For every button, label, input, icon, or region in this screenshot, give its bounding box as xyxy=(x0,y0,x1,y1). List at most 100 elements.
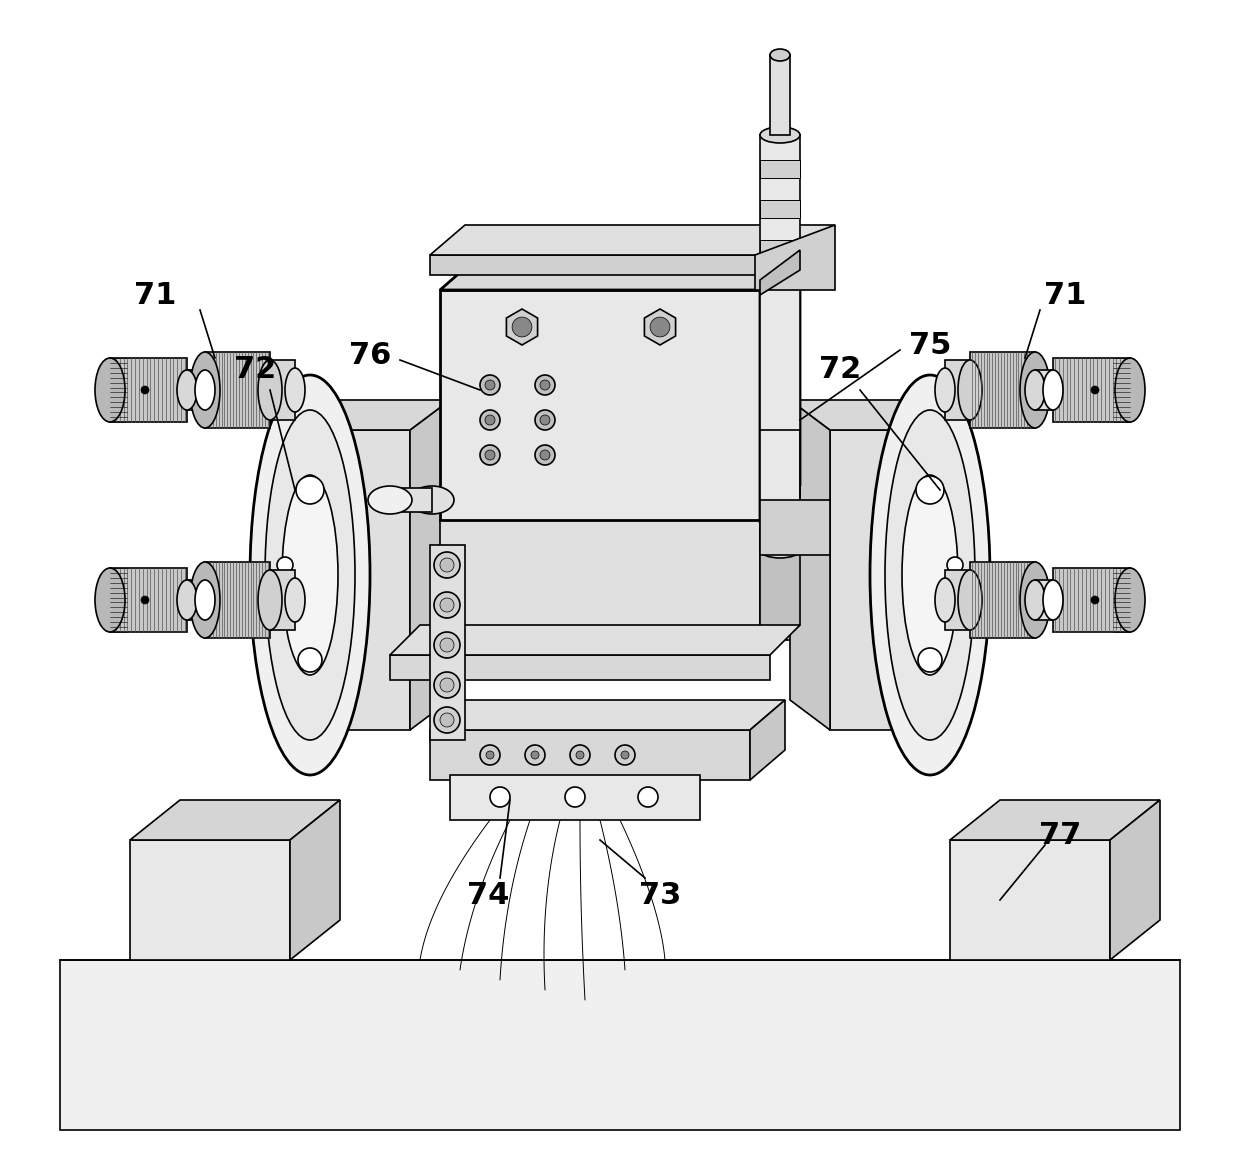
Circle shape xyxy=(440,638,454,652)
Ellipse shape xyxy=(281,475,339,675)
Ellipse shape xyxy=(1115,568,1145,632)
Polygon shape xyxy=(945,360,970,419)
Circle shape xyxy=(296,476,324,504)
Circle shape xyxy=(621,751,629,759)
Circle shape xyxy=(490,787,510,806)
Circle shape xyxy=(539,450,551,460)
Circle shape xyxy=(615,745,635,765)
Polygon shape xyxy=(391,625,800,655)
Ellipse shape xyxy=(195,580,215,621)
Circle shape xyxy=(531,751,539,759)
Polygon shape xyxy=(760,241,800,258)
Circle shape xyxy=(434,632,460,658)
Polygon shape xyxy=(830,430,950,730)
Circle shape xyxy=(486,751,494,759)
Polygon shape xyxy=(450,775,701,820)
Circle shape xyxy=(298,648,322,672)
Polygon shape xyxy=(440,254,800,290)
Circle shape xyxy=(485,380,495,390)
Polygon shape xyxy=(430,254,800,275)
Ellipse shape xyxy=(177,580,197,621)
Polygon shape xyxy=(760,250,800,295)
Polygon shape xyxy=(440,290,760,521)
Circle shape xyxy=(434,672,460,698)
Polygon shape xyxy=(110,568,187,632)
Circle shape xyxy=(539,415,551,425)
Circle shape xyxy=(434,591,460,618)
Ellipse shape xyxy=(885,410,975,740)
Circle shape xyxy=(1091,596,1099,604)
Polygon shape xyxy=(760,500,830,555)
Ellipse shape xyxy=(935,368,955,413)
Ellipse shape xyxy=(410,486,454,514)
Ellipse shape xyxy=(258,360,281,419)
Polygon shape xyxy=(205,352,270,428)
Polygon shape xyxy=(760,254,800,521)
Circle shape xyxy=(577,751,584,759)
Circle shape xyxy=(565,787,585,806)
Circle shape xyxy=(485,415,495,425)
Text: 74: 74 xyxy=(466,881,510,910)
Polygon shape xyxy=(760,135,800,550)
Circle shape xyxy=(1091,386,1099,394)
Circle shape xyxy=(639,787,658,806)
Ellipse shape xyxy=(901,475,959,675)
Polygon shape xyxy=(110,358,187,422)
Ellipse shape xyxy=(870,375,990,775)
Text: 71: 71 xyxy=(134,280,176,309)
Polygon shape xyxy=(290,799,340,960)
Circle shape xyxy=(480,445,500,465)
Ellipse shape xyxy=(770,49,790,60)
Bar xyxy=(391,488,432,512)
Polygon shape xyxy=(1053,568,1130,632)
Circle shape xyxy=(480,410,500,430)
Ellipse shape xyxy=(1025,580,1045,621)
Ellipse shape xyxy=(190,562,219,638)
Ellipse shape xyxy=(1025,370,1045,410)
Circle shape xyxy=(277,557,293,573)
Polygon shape xyxy=(290,540,950,640)
Circle shape xyxy=(570,745,590,765)
Ellipse shape xyxy=(1043,580,1063,621)
Text: 75: 75 xyxy=(909,330,951,359)
Ellipse shape xyxy=(959,360,982,419)
Circle shape xyxy=(141,596,149,604)
Ellipse shape xyxy=(760,541,800,558)
Circle shape xyxy=(440,677,454,693)
Circle shape xyxy=(539,380,551,390)
Polygon shape xyxy=(1035,370,1053,410)
Circle shape xyxy=(440,713,454,727)
Text: 71: 71 xyxy=(1044,280,1086,309)
Circle shape xyxy=(434,552,460,578)
Circle shape xyxy=(525,745,546,765)
Circle shape xyxy=(534,375,556,395)
Circle shape xyxy=(485,450,495,460)
Circle shape xyxy=(440,598,454,612)
Circle shape xyxy=(947,557,963,573)
Polygon shape xyxy=(430,545,465,740)
Text: 73: 73 xyxy=(639,881,681,910)
Polygon shape xyxy=(506,309,538,345)
Polygon shape xyxy=(950,840,1110,960)
Polygon shape xyxy=(430,730,750,780)
Circle shape xyxy=(141,386,149,394)
Polygon shape xyxy=(970,562,1035,638)
Polygon shape xyxy=(391,655,770,680)
Polygon shape xyxy=(270,571,295,630)
Polygon shape xyxy=(270,360,295,419)
Polygon shape xyxy=(645,309,676,345)
Polygon shape xyxy=(755,225,835,290)
Circle shape xyxy=(916,476,944,504)
Polygon shape xyxy=(205,562,270,638)
Polygon shape xyxy=(290,510,980,540)
Ellipse shape xyxy=(95,568,125,632)
Polygon shape xyxy=(760,160,800,178)
Ellipse shape xyxy=(1021,562,1050,638)
Polygon shape xyxy=(1035,580,1053,621)
Polygon shape xyxy=(760,485,800,660)
Polygon shape xyxy=(770,55,790,135)
Text: 72: 72 xyxy=(818,356,861,385)
Polygon shape xyxy=(130,840,290,960)
Text: 76: 76 xyxy=(348,340,391,370)
Ellipse shape xyxy=(95,358,125,422)
